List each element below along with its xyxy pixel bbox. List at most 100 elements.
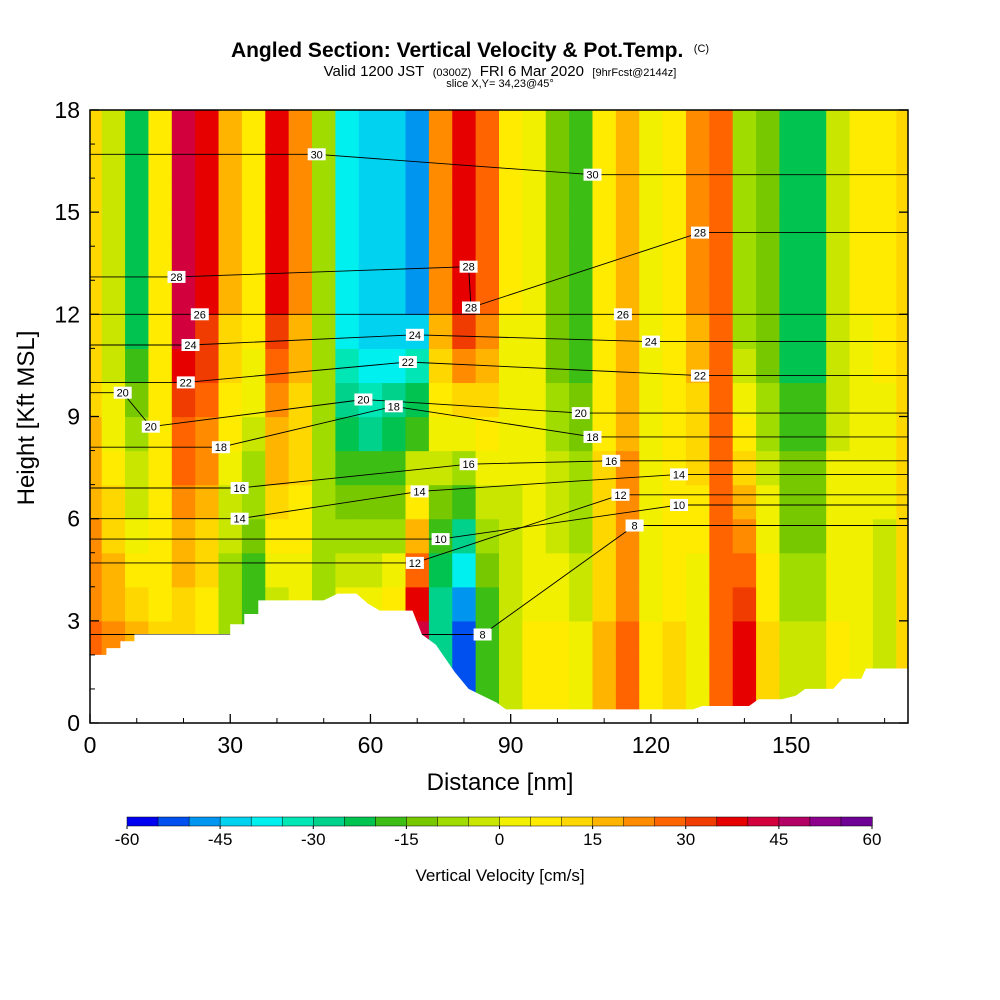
contour-label-bg — [611, 488, 630, 501]
velocity-cell — [452, 178, 477, 213]
velocity-cell — [685, 314, 710, 349]
velocity-cell — [639, 654, 664, 690]
velocity-cell — [545, 246, 570, 281]
x-tick-label: 0 — [84, 732, 97, 758]
y-tick-label: 18 — [54, 97, 80, 123]
velocity-cell — [312, 416, 336, 452]
colorbar-swatch — [344, 816, 376, 827]
velocity-cell — [592, 280, 617, 315]
velocity-cell — [90, 586, 103, 622]
velocity-cell — [125, 314, 150, 349]
velocity-cell — [615, 654, 640, 690]
velocity-cell — [335, 382, 360, 418]
velocity-cell — [499, 110, 523, 145]
velocity-cell — [312, 552, 336, 588]
velocity-cell — [288, 280, 313, 315]
contour-label-bg — [190, 308, 209, 321]
velocity-cell — [358, 450, 383, 486]
x-axis-label: Distance [nm] — [427, 769, 574, 796]
velocity-cell — [101, 450, 126, 486]
velocity-cell — [872, 314, 897, 349]
velocity-cell — [101, 416, 126, 452]
velocity-cell — [125, 586, 150, 622]
contour-label: 18 — [384, 400, 403, 413]
velocity-cell — [709, 654, 734, 690]
velocity-cell — [499, 178, 523, 213]
velocity-cell — [732, 280, 757, 315]
contour-label-text: 20 — [357, 395, 369, 407]
velocity-cell — [826, 382, 851, 418]
velocity-cell — [592, 586, 617, 622]
velocity-cell — [171, 348, 196, 384]
velocity-cell — [195, 144, 220, 179]
velocity-cell — [802, 416, 827, 452]
title-main: Angled Section: Vertical Velocity & Pot.… — [231, 39, 683, 62]
velocity-cell — [125, 552, 150, 588]
velocity-cell — [90, 484, 103, 520]
velocity-cell — [148, 450, 173, 486]
contour-label-text: 28 — [170, 272, 182, 284]
velocity-cell — [872, 552, 897, 588]
velocity-cell — [545, 654, 570, 690]
y-tick-label: 0 — [67, 710, 80, 736]
velocity-cell — [732, 178, 757, 213]
contour-label: 28 — [459, 260, 478, 274]
contour-label: 10 — [431, 533, 450, 546]
velocity-cell — [756, 178, 781, 213]
velocity-cell — [802, 246, 827, 281]
velocity-cell — [522, 620, 547, 656]
velocity-cell — [802, 110, 827, 145]
contour-label-text: 14 — [673, 469, 685, 481]
y-tick-label: 3 — [67, 608, 80, 634]
velocity-cell — [148, 518, 173, 554]
isentrope-28 — [90, 232, 908, 309]
velocity-cell — [802, 212, 827, 247]
contour-label-text: 30 — [586, 170, 598, 182]
colorbar-tick-label: -60 — [115, 830, 140, 849]
contour-label: 24 — [405, 328, 424, 342]
velocity-cell — [405, 416, 430, 452]
velocity-cell — [709, 450, 734, 486]
velocity-cell — [826, 348, 851, 384]
contour-label-text: 24 — [184, 340, 196, 352]
velocity-cell — [90, 246, 103, 281]
velocity-cell — [756, 144, 781, 179]
velocity-cell — [475, 314, 500, 349]
velocity-cell — [779, 518, 804, 554]
velocity-cell — [802, 280, 827, 315]
velocity-cell — [569, 280, 594, 315]
velocity-cell — [849, 280, 874, 315]
velocity-cell — [475, 144, 500, 179]
velocity-cell — [475, 382, 500, 418]
velocity-cell — [90, 382, 103, 418]
velocity-cell — [218, 586, 243, 622]
velocity-cell — [756, 246, 781, 281]
velocity-cell — [872, 518, 897, 554]
velocity-cell — [382, 552, 407, 588]
velocity-cell — [639, 178, 664, 213]
velocity-cell — [639, 280, 664, 315]
contour-label-text: 10 — [673, 500, 685, 512]
velocity-cell — [522, 110, 547, 145]
velocity-cell — [171, 484, 196, 520]
velocity-cell — [101, 552, 126, 588]
velocity-cell — [732, 518, 757, 554]
velocity-cell — [522, 416, 547, 452]
velocity-cell — [475, 280, 500, 315]
velocity-cell — [662, 314, 687, 349]
velocity-cell — [639, 620, 664, 656]
velocity-cell — [826, 586, 851, 622]
velocity-cell — [592, 518, 617, 554]
contour-label-text: 22 — [402, 357, 414, 369]
velocity-cell — [732, 484, 757, 520]
velocity-cell — [639, 110, 664, 145]
velocity-cell — [171, 178, 196, 213]
colorbar-swatch — [840, 816, 873, 827]
velocity-cell — [639, 484, 664, 520]
velocity-cell — [522, 314, 547, 349]
contour-label-bg — [181, 339, 200, 351]
velocity-cell — [125, 348, 150, 384]
y-tick-label: 15 — [54, 199, 80, 225]
velocity-cell — [709, 552, 734, 588]
velocity-cell — [569, 654, 594, 690]
